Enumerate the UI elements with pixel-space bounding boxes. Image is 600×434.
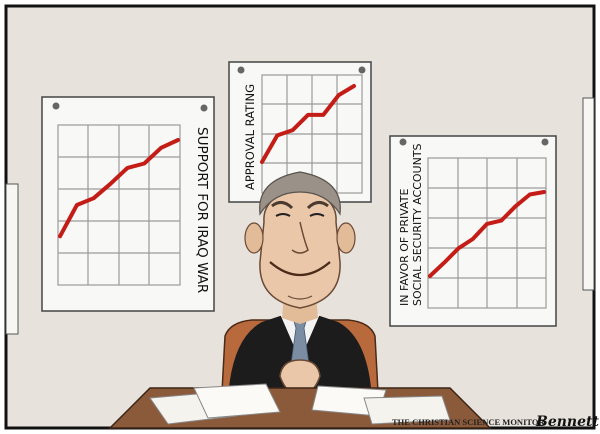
poster-support-iraq-war: SUPPORT FOR IRAQ WAR	[42, 97, 214, 311]
chart-label: SUPPORT FOR IRAQ WAR	[194, 127, 210, 293]
pushpin	[542, 139, 549, 146]
publication-credit: THE CHRISTIAN SCIENCE MONITOR	[392, 417, 546, 427]
face	[260, 188, 340, 308]
paper-sheet	[194, 384, 280, 418]
artist-signature: Bennett	[535, 414, 599, 430]
pushpin	[400, 139, 407, 146]
pushpin	[238, 67, 245, 74]
ear-right	[337, 223, 355, 253]
poster-paper	[42, 97, 214, 311]
chart-label: APPROVAL RATING	[243, 84, 257, 190]
pushpin	[359, 67, 366, 74]
poster-private-social-security: IN FAVOR OF PRIVATE SOCIAL SECURITY ACCO…	[390, 136, 556, 326]
chart-label-line-1: IN FAVOR OF PRIVATE	[398, 189, 411, 306]
pushpin	[53, 103, 60, 110]
edge-poster-right	[583, 98, 594, 290]
ear-left	[245, 223, 263, 253]
pushpin	[201, 105, 208, 112]
edge-poster-left	[6, 184, 18, 334]
chart-label-line-2: SOCIAL SECURITY ACCOUNTS	[411, 143, 424, 306]
